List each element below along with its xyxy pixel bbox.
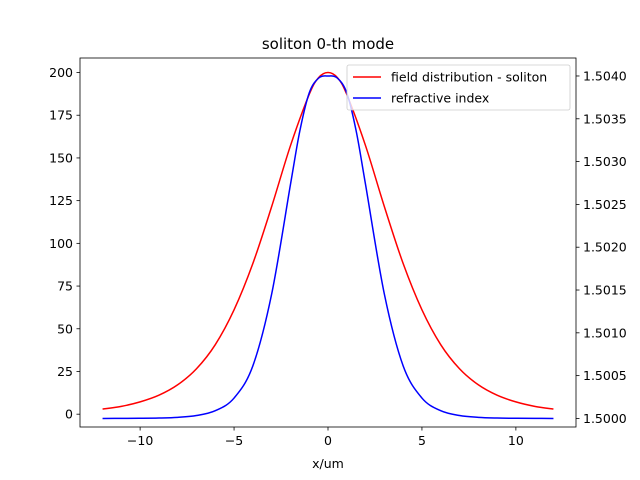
y-tick-label-left: 200 [49, 65, 73, 80]
plot-layer: −10 −5 0 5 1002550751001251501752001.50001.5… [49, 57, 627, 448]
y-tick-label-right: 1.5030 [583, 154, 627, 169]
series-line-2 [102, 75, 554, 420]
x-tick-label: 0 [324, 433, 332, 448]
y-tick-label-right: 1.5020 [583, 240, 627, 255]
y-tick-label-left: 75 [57, 279, 73, 294]
x-tick-label: −5 [225, 433, 243, 448]
y-tick-label-left: 0 [65, 407, 73, 422]
y-tick-label-right: 1.5000 [583, 411, 627, 426]
y-tick-label-right: 1.5035 [583, 111, 627, 126]
y-tick-label-right: 1.5025 [583, 197, 627, 212]
y-tick-label-left: 100 [49, 236, 73, 251]
x-tick-label: −10 [127, 433, 153, 448]
x-axis-label: x/um [312, 456, 344, 471]
chart-title: soliton 0-th mode [262, 35, 394, 53]
plot-frame [79, 57, 577, 428]
x-tick-label: 10 [508, 433, 524, 448]
y-tick-label-left: 150 [49, 150, 73, 165]
y-tick-label-right: 1.5005 [583, 368, 627, 383]
y-tick-label-right: 1.5040 [583, 68, 627, 83]
y-tick-label-right: 1.5015 [583, 283, 627, 298]
legend-label-2: refractive index [391, 91, 489, 106]
series-line-1 [102, 71, 554, 410]
y-tick-label-right: 1.5010 [583, 325, 627, 340]
y-tick-label-left: 125 [49, 193, 73, 208]
y-tick-label-left: 50 [57, 321, 73, 336]
y-tick-label-left: 175 [49, 108, 73, 123]
x-tick-label: 5 [418, 433, 426, 448]
legend-box [346, 64, 571, 111]
y-tick-label-left: 25 [57, 364, 73, 379]
legend-label-1: field distribution - soliton [391, 70, 547, 85]
